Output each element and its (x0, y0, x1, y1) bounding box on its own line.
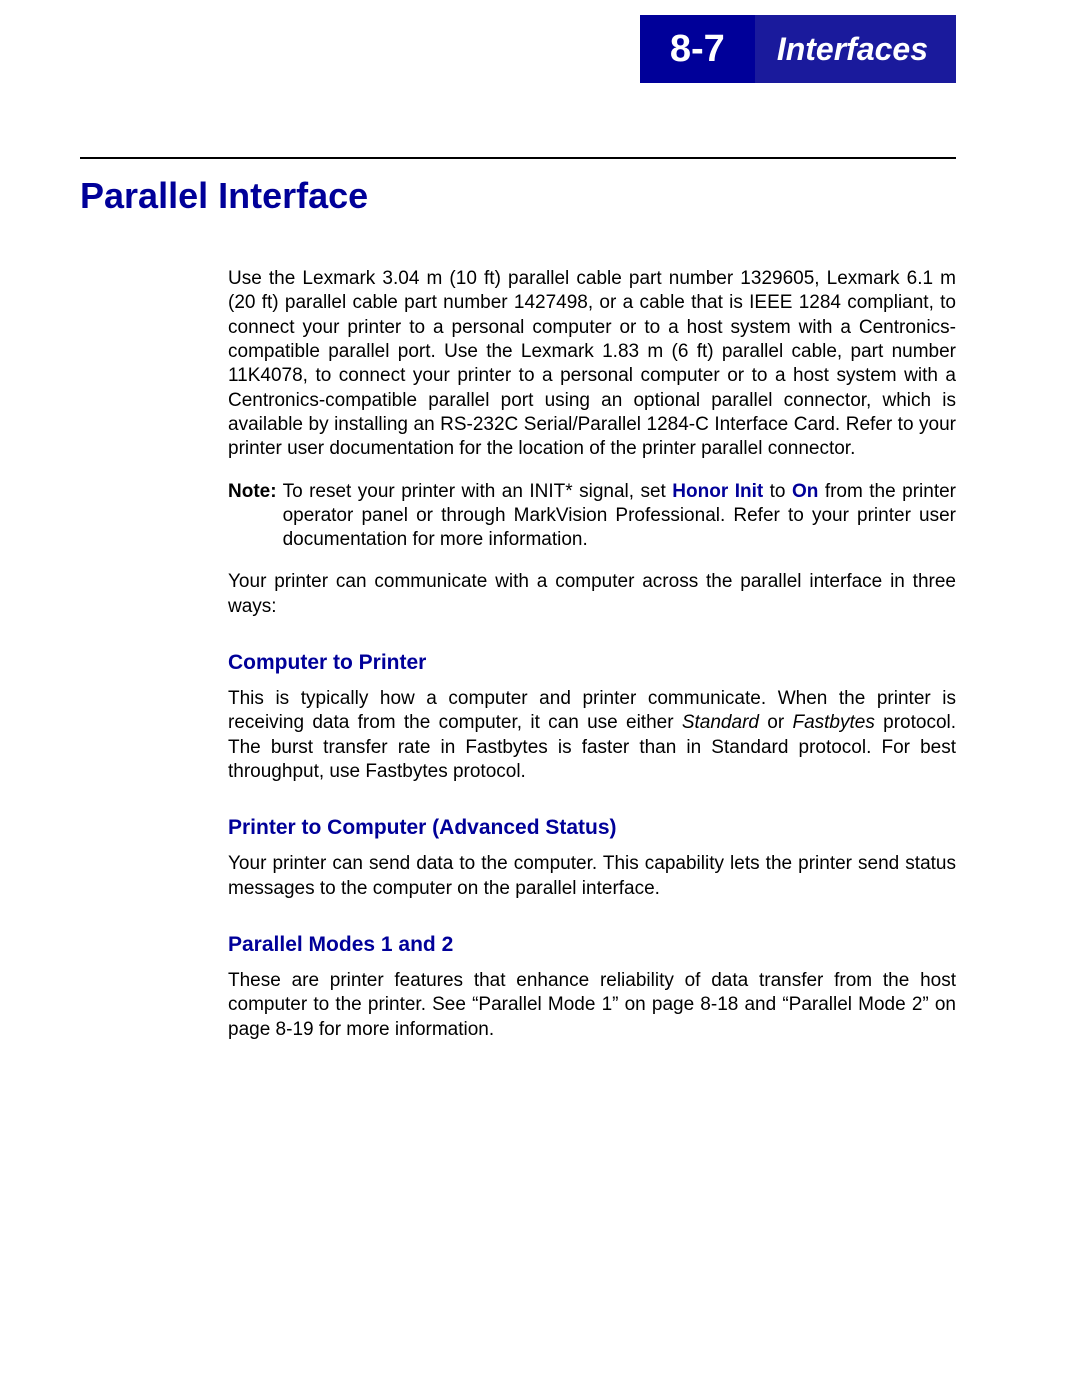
note-block: Note: To reset your printer with an INIT… (228, 480, 956, 553)
para-computer-to-printer: This is typically how a computer and pri… (228, 687, 956, 784)
s1-italic-fastbytes: Fastbytes (792, 712, 874, 733)
main-content: Parallel Interface Use the Lexmark 3.04 … (80, 175, 956, 1060)
note-label: Note: (228, 480, 283, 553)
s1-italic-standard: Standard (682, 712, 759, 733)
body-area: Use the Lexmark 3.04 m (10 ft) parallel … (228, 267, 956, 1042)
para-printer-to-computer: Your printer can send data to the comput… (228, 852, 956, 901)
page-title: Parallel Interface (80, 175, 956, 217)
note-bold-on: On (792, 481, 818, 502)
page-number-box: 8-7 (640, 15, 755, 83)
intro-paragraph: Use the Lexmark 3.04 m (10 ft) parallel … (228, 267, 956, 462)
page-number: 8-7 (670, 28, 725, 71)
ways-paragraph: Your printer can communicate with a comp… (228, 570, 956, 619)
section-name: Interfaces (777, 31, 928, 68)
subhead-printer-to-computer: Printer to Computer (Advanced Status) (228, 816, 956, 840)
horizontal-rule (80, 157, 956, 159)
subhead-computer-to-printer: Computer to Printer (228, 651, 956, 675)
s1-mid1: or (759, 712, 793, 733)
note-bold-honor-init: Honor Init (672, 481, 763, 502)
note-pre: To reset your printer with an INIT* sign… (283, 481, 673, 502)
page-header: 8-7 Interfaces (640, 15, 956, 83)
note-text: To reset your printer with an INIT* sign… (283, 480, 956, 553)
para-parallel-modes: These are printer features that enhance … (228, 969, 956, 1042)
section-name-box: Interfaces (755, 15, 956, 83)
note-mid: to (763, 481, 792, 502)
subhead-parallel-modes: Parallel Modes 1 and 2 (228, 933, 956, 957)
